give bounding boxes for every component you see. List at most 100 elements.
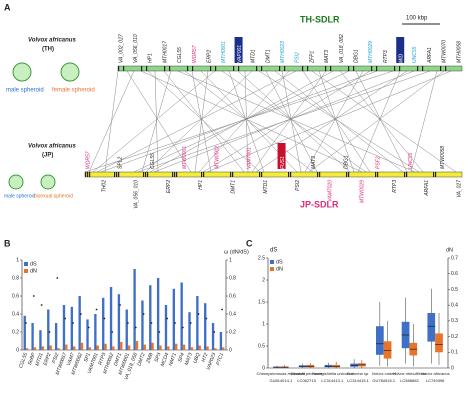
omega-dot	[111, 331, 114, 333]
gene-box	[234, 37, 243, 63]
gene-label: ZFP1	[309, 51, 315, 64]
y-tick-label: 0.2	[12, 329, 19, 335]
legend-label: dN	[30, 268, 37, 274]
stripe	[118, 66, 120, 71]
legend-swatch	[24, 269, 28, 273]
omega-dot	[64, 317, 67, 320]
x-sublabel: LC314415.1	[347, 378, 370, 383]
stripe	[371, 66, 373, 71]
bar	[196, 296, 199, 350]
synteny-link	[318, 70, 355, 173]
omega-dot	[87, 326, 90, 329]
bar	[127, 345, 131, 350]
y-tick-label: 1	[16, 257, 19, 263]
bar	[159, 345, 162, 350]
bar	[164, 305, 168, 350]
stripe	[233, 66, 235, 71]
stripe	[230, 172, 232, 177]
stripe	[203, 172, 205, 177]
stripe	[89, 172, 91, 177]
omega-dot	[181, 326, 184, 329]
y-tick-label: 0.4	[12, 311, 19, 317]
x-tick-label: SP1	[83, 352, 92, 363]
stripe	[145, 172, 147, 177]
y-tick-label: 0.6	[12, 293, 19, 299]
bar	[96, 345, 99, 350]
bar	[222, 347, 225, 350]
gene-label: ARFA1	[427, 47, 433, 64]
synteny-link	[410, 70, 438, 173]
x-tick-label: RTP3	[98, 352, 108, 366]
x-tick-label: VAP023	[206, 352, 218, 371]
y2-tick-label: 0.3	[451, 318, 458, 324]
bar	[211, 323, 215, 350]
gene-label: VA_056_010	[134, 180, 140, 209]
synteny-link	[281, 70, 302, 173]
synteny-link	[140, 70, 363, 173]
bar	[23, 315, 26, 350]
bar	[120, 341, 123, 350]
gene-label: MTH0029	[368, 41, 374, 63]
stripe	[146, 66, 148, 71]
x-tick-label: UBQ	[192, 352, 201, 364]
stripe	[164, 66, 166, 71]
bar	[62, 305, 66, 350]
gene-label: DBG1	[343, 155, 349, 169]
bar	[94, 314, 97, 350]
stripe	[284, 66, 286, 71]
omega-dot	[119, 304, 121, 306]
x-tick-label: SeBP	[27, 351, 37, 366]
gene-label: PSF2	[376, 156, 382, 169]
gene-label: CGL55	[150, 153, 156, 169]
x-tick-label: Volvox africanus	[421, 371, 450, 376]
stripe	[417, 66, 419, 71]
stripe	[210, 66, 212, 71]
x-tick-label: DMT1	[113, 352, 123, 367]
box	[383, 341, 392, 359]
omega-dot	[79, 313, 82, 315]
y-tick-label: 0.5	[258, 343, 265, 349]
gene-label: RTP3	[392, 180, 398, 193]
y-tick-label: 2.5	[258, 255, 265, 261]
x-tick-label: PSI2	[51, 352, 60, 364]
synteny-link	[133, 70, 350, 173]
synteny-link	[198, 70, 290, 173]
gene-label: MTH0058	[456, 41, 462, 63]
bar	[86, 319, 89, 350]
stripe	[377, 172, 379, 177]
y2-tick-label: 0.4	[451, 302, 458, 308]
bar	[143, 344, 146, 350]
gene-label: MTH0001	[221, 41, 227, 63]
stripe	[201, 172, 203, 177]
bar	[49, 345, 52, 350]
omega-dot	[32, 295, 35, 297]
omega-dot	[95, 308, 98, 311]
gene-label: HP1	[148, 53, 154, 63]
spheroid-label: male spheroid	[4, 193, 36, 199]
y2-tick-label: 0.1	[451, 350, 458, 356]
y2-tick-label: 0.2	[229, 329, 236, 335]
x-sublabel: LC749396	[426, 378, 445, 383]
synteny-link	[84, 70, 394, 173]
y-tick-label: 0	[262, 365, 265, 371]
stripe	[394, 66, 396, 71]
x-tick-label: NMT1	[168, 352, 178, 367]
bar	[175, 343, 178, 350]
stripe	[87, 172, 89, 177]
x-tick-label: DMT2	[136, 352, 146, 367]
x-tick-label: ZMB	[145, 351, 155, 365]
gene-label: UNC55	[412, 46, 418, 63]
species: Volvox africanus	[28, 144, 76, 150]
synteny-link	[88, 70, 135, 173]
x-tick-label: SP4	[177, 352, 186, 363]
y2-label: ω (dN/dS)	[224, 249, 249, 255]
stripe	[399, 66, 401, 71]
x-tick-label: MCD4	[160, 352, 171, 368]
x-tick-label: Volvox carteri	[372, 371, 396, 376]
y2-tick-label: 0	[229, 347, 232, 353]
omega-dot	[197, 313, 200, 315]
stripe	[232, 172, 234, 177]
gene-label: VA_056_010	[133, 34, 139, 63]
stripe	[353, 66, 355, 71]
